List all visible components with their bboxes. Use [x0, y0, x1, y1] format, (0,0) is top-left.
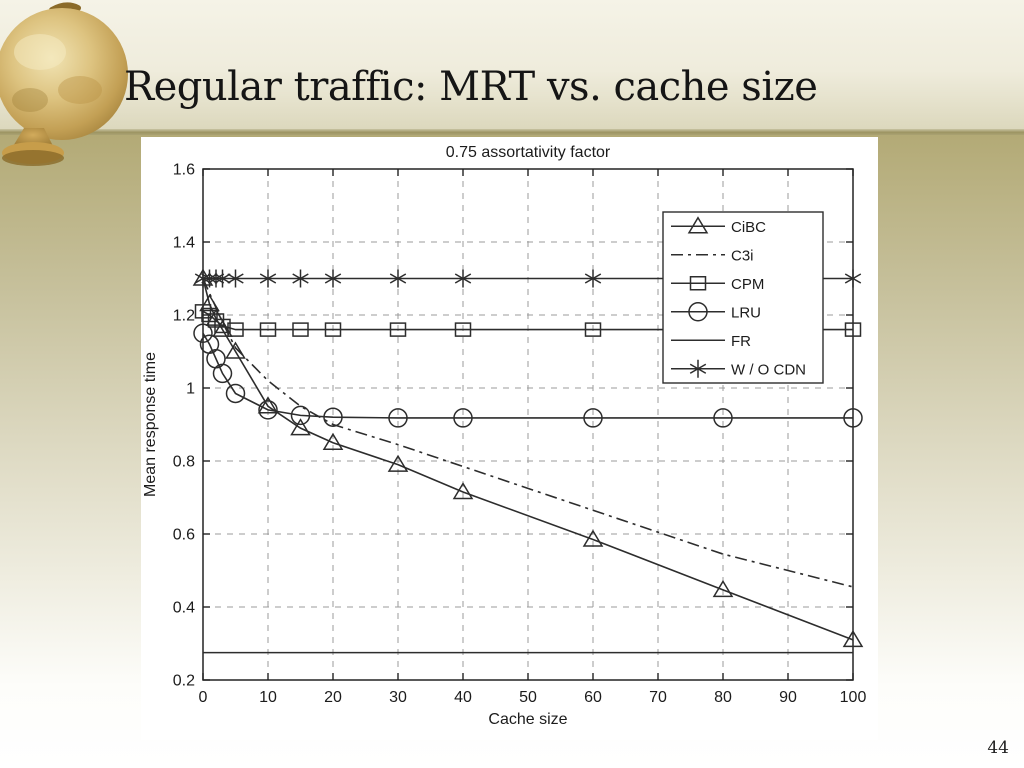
marker-triangle — [582, 529, 604, 547]
x-tick-label: 50 — [519, 689, 537, 706]
x-tick-label: 70 — [649, 689, 667, 706]
marker-square — [207, 313, 225, 328]
series-line — [202, 278, 854, 641]
series-line — [202, 278, 854, 588]
globe-highlight — [14, 34, 66, 70]
marker-asterisk — [324, 273, 342, 284]
x-tick-label: 80 — [714, 689, 732, 706]
slide-title: Regular traffic: MRT vs. cache size — [124, 64, 818, 110]
marker-triangle — [452, 482, 474, 500]
legend-box — [662, 211, 824, 384]
marker-triangle — [322, 432, 344, 450]
legend-label: LRU — [731, 304, 761, 321]
globe-landmass — [58, 76, 102, 104]
band-divider — [0, 129, 1024, 135]
marker-triangle — [712, 579, 734, 598]
marker-asterisk — [454, 273, 472, 284]
marker-triangle — [225, 341, 246, 359]
marker-asterisk — [584, 273, 602, 284]
x-axis-label: Cache size — [488, 711, 567, 728]
y-tick-label: 0.8 — [173, 454, 195, 471]
globe-sphere — [0, 8, 128, 140]
marker-circle — [193, 323, 213, 343]
marker-triangle — [212, 319, 233, 337]
x-tick-label: 60 — [584, 689, 602, 706]
marker-asterisk — [227, 273, 244, 284]
marker-asterisk — [201, 273, 218, 284]
legend-label: FR — [731, 333, 751, 350]
marker-circle — [713, 408, 733, 428]
globe-shading — [12, 88, 48, 112]
x-tick-label: 10 — [259, 689, 277, 706]
x-tick-label: 90 — [779, 689, 797, 706]
marker-asterisk — [194, 273, 212, 284]
title-band — [0, 0, 1024, 129]
chart-title: 0.75 assortativity factor — [446, 144, 611, 161]
marker-square — [292, 322, 309, 337]
y-tick-label: 1.2 — [173, 308, 195, 325]
marker-square — [201, 307, 218, 323]
mrt-vs-cache-chart: CiBC C3i CPM LRU FR W / O CDN 0.75 assortativi… — [142, 144, 867, 728]
marker-triangle — [257, 396, 279, 414]
y-tick-label: 1 — [186, 381, 195, 398]
marker-square — [389, 322, 407, 337]
marker-asterisk — [389, 273, 407, 284]
chart-panel: CiBC C3i CPM LRU FR W / O CDN 0.75 assortativi… — [141, 137, 878, 740]
marker-circle — [323, 407, 343, 427]
page-number: 44 — [987, 738, 1009, 758]
marker-triangle — [687, 216, 709, 234]
x-tick-label: 0 — [199, 689, 208, 706]
marker-square — [844, 322, 862, 337]
x-tick-label: 40 — [454, 689, 472, 706]
x-tick-label: 20 — [324, 689, 342, 706]
y-tick-label: 0.4 — [173, 600, 195, 617]
marker-circle — [388, 408, 408, 428]
marker-square — [259, 322, 277, 337]
marker-circle — [212, 363, 233, 384]
marker-asterisk — [207, 273, 225, 284]
marker-asterisk — [214, 273, 231, 284]
marker-square — [194, 304, 212, 319]
marker-circle — [290, 405, 311, 426]
marker-asterisk — [844, 273, 862, 284]
x-tick-label: 30 — [389, 689, 407, 706]
legend-label: C3i — [731, 247, 754, 264]
marker-square — [324, 322, 342, 337]
marker-circle — [688, 302, 708, 322]
marker-triangle — [387, 454, 409, 472]
marker-asterisk — [292, 273, 309, 284]
y-tick-label: 0.2 — [173, 673, 195, 690]
y-tick-label: 1.4 — [173, 235, 195, 252]
x-tick-label: 100 — [840, 689, 867, 706]
marker-circle — [225, 383, 246, 404]
marker-square — [214, 318, 231, 334]
marker-asterisk — [259, 273, 277, 284]
legend-label: W / O CDN — [731, 361, 806, 378]
y-axis-label: Mean response time — [142, 352, 159, 497]
marker-circle — [453, 408, 473, 428]
legend-label: CiBC — [731, 219, 766, 236]
y-tick-label: 1.6 — [173, 162, 195, 179]
marker-square — [689, 276, 707, 291]
series-line — [202, 310, 853, 331]
legend-label: CPM — [731, 276, 764, 293]
marker-square — [584, 322, 602, 337]
series-line — [202, 332, 853, 419]
y-tick-label: 0.6 — [173, 527, 195, 544]
marker-square — [227, 322, 244, 337]
marker-circle — [583, 408, 603, 428]
globe-base-shadow — [2, 150, 64, 166]
marker-square — [454, 322, 472, 337]
marker-asterisk — [689, 363, 707, 374]
marker-circle — [258, 400, 278, 420]
marker-triangle — [842, 629, 864, 648]
marker-circle — [843, 408, 863, 428]
globe-image — [0, 2, 128, 166]
marker-triangle — [290, 418, 311, 436]
